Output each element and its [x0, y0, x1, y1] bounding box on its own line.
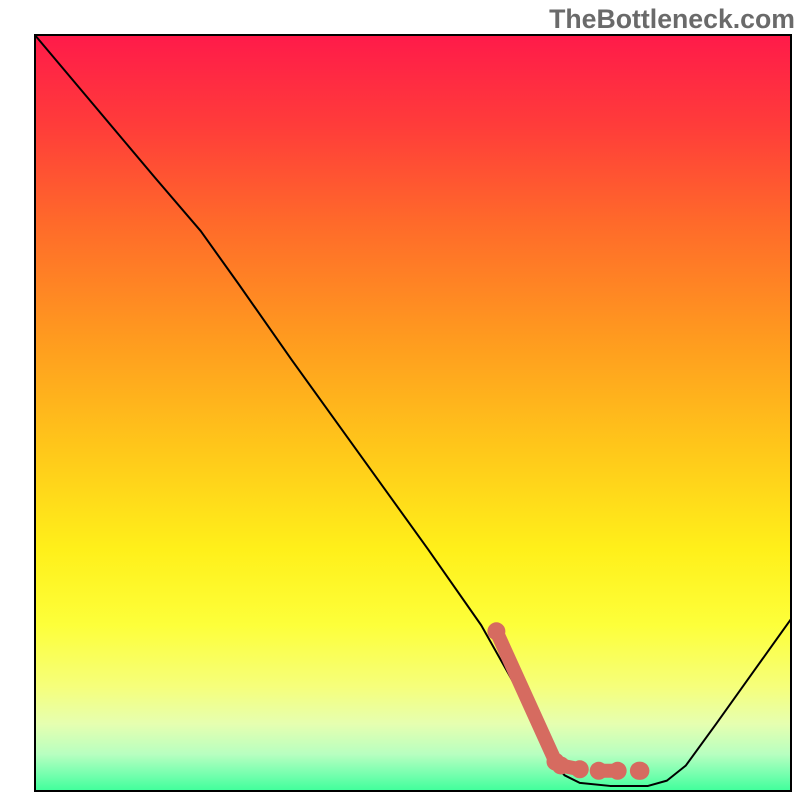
watermark-text: TheBottleneck.com: [549, 4, 795, 35]
plot-frame: [34, 34, 792, 792]
